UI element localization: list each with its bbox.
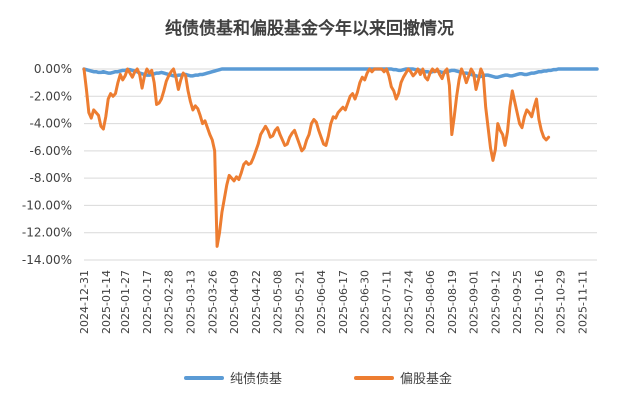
y-tick-label: -12.00% [22,226,72,240]
x-tick-label: 2025-01-27 [119,270,132,334]
x-tick-label: 2025-04-09 [228,270,241,334]
x-tick-label: 2025-10-16 [533,270,546,334]
x-tick-label: 2025-03-26 [206,270,219,334]
x-tick-label: 2024-12-31 [78,270,91,334]
x-tick-label: 2025-01-14 [100,270,113,334]
x-tick-label: 2025-04-22 [250,270,263,334]
legend: 纯债债基 偏股基金 [184,371,452,387]
x-tick-label: 2025-08-19 [446,270,459,334]
x-tick-label: 2025-08-06 [424,270,437,334]
x-tick-label: 2025-02-28 [163,270,176,334]
x-tick-label: 2025-06-30 [359,270,372,334]
y-tick-label: -6.00% [30,144,72,158]
x-tick-label: 2025-09-01 [468,270,481,334]
x-tick-label: 2025-06-17 [337,270,350,334]
x-tick-label: 2025-07-24 [402,270,415,334]
y-tick-label: -10.00% [22,198,72,212]
x-tick-label: 2025-09-12 [489,270,502,334]
y-tick-label: -2.00% [30,89,72,103]
x-tick-label: 2025-05-21 [293,270,306,334]
legend-label-2: 偏股基金 [400,371,452,387]
x-tick-label: 2025-02-17 [141,270,154,334]
chart-title: 纯债债基和偏股基金今年以来回撤情况 [165,19,454,39]
x-tick-label: 2025-05-08 [272,270,285,334]
x-tick-label: 2025-10-29 [555,270,568,334]
y-tick-label: 0.00% [34,62,72,76]
series-lines [82,67,599,248]
x-tick-label: 2025-09-25 [511,270,524,334]
y-tick-label: -4.00% [30,117,72,131]
series-line-1 [82,67,599,79]
y-axis: 0.00% -2.00% -4.00% -6.00% -8.00% -10.00% -12.… [22,62,72,267]
series-line-2 [82,67,551,248]
x-tick-label: 2025-06-04 [315,270,328,334]
x-tick-label: 2025-11-11 [576,270,589,334]
x-tick-label: 2025-03-13 [184,270,197,334]
x-axis: 2024-12-31 2025-01-14 2025-01-27 2025-02-17… [78,270,589,334]
legend-label-1: 纯债债基 [230,372,282,387]
y-tick-label: -14.00% [22,253,72,267]
y-tick-label: -8.00% [30,171,72,185]
x-tick-label: 2025-07-11 [380,270,393,334]
